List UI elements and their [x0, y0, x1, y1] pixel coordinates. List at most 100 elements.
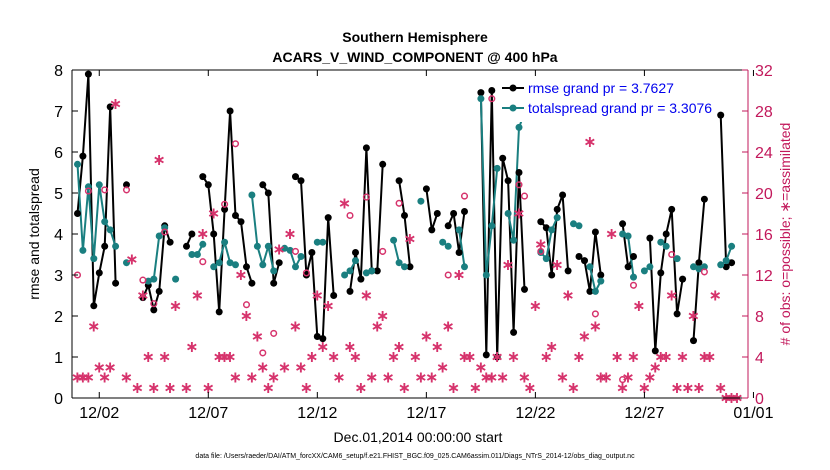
obs-assimilated-point: ∗ [523, 380, 536, 397]
rmse-point [183, 243, 190, 250]
obs-assimilated-point: ∗ [610, 349, 623, 366]
obs-assimilated-point: ∗ [278, 359, 291, 376]
obs-assimilated-point: ∗ [180, 380, 193, 397]
spread-point [445, 243, 452, 250]
chart-subtitle: ACARS_V_WIND_COMPONENT @ 400 hPa [272, 49, 557, 65]
obs-assimilated-point: ∗ [196, 226, 209, 243]
obs-assimilated-point: ∗ [223, 349, 236, 366]
spread-point [548, 226, 555, 233]
spread-point [352, 257, 359, 264]
obs-assimilated-point: ∗ [441, 318, 454, 335]
obs-assimilated-point: ∗ [321, 298, 334, 315]
y2-tick-label: 28 [755, 104, 773, 121]
obs-assimilated-point: ∗ [583, 134, 596, 151]
y-tick-label: 7 [54, 104, 63, 121]
spread-point [510, 237, 517, 244]
rmse-point [379, 161, 386, 168]
obs-assimilated-point: ∗ [687, 308, 700, 325]
obs-assimilated-point: ∗ [496, 370, 509, 387]
obs-assimilated-point: ∗ [403, 231, 416, 248]
spread-point [543, 255, 550, 262]
obs-assimilated-point: ∗ [392, 339, 405, 356]
obs-assimilated-point: ∗ [627, 349, 640, 366]
rmse-point [325, 214, 332, 221]
spread-point [630, 274, 637, 281]
rmse-point [216, 308, 223, 315]
obs-assimilated-point: ∗ [447, 380, 460, 397]
rmse-point [188, 231, 195, 238]
spread-point [625, 233, 632, 240]
spread-point [150, 276, 157, 283]
obs-assimilated-point: ∗ [158, 349, 171, 366]
spread-point [516, 124, 523, 131]
rmse-point [423, 185, 430, 192]
spread-point [728, 243, 735, 250]
y2-tick-label: 4 [755, 350, 764, 367]
spread-point [477, 95, 484, 102]
rmse-point [265, 190, 272, 197]
x-tick-label: 12/12 [297, 405, 337, 422]
obs-assimilated-point: ∗ [229, 370, 242, 387]
obs-assimilated-point: ∗ [567, 380, 580, 397]
rmse-point [401, 212, 408, 219]
rmse-point [477, 89, 484, 96]
legend-rmse-label: rmse grand pr = 3.7627 [528, 80, 674, 96]
spread-point [248, 192, 255, 199]
rmse-point [428, 226, 435, 233]
obs-assimilated-point: ∗ [659, 349, 672, 366]
obs-assimilated-point: ∗ [507, 349, 520, 366]
obs-assimilated-point: ∗ [131, 380, 144, 397]
y2-axis-label: # of obs: o=possible; ∗=assimilated [777, 123, 793, 346]
spread-point [96, 181, 103, 188]
spread-point [368, 267, 375, 274]
spread-point [216, 259, 223, 266]
y-tick-label: 4 [54, 227, 63, 244]
spread-point [319, 239, 326, 246]
y-tick-label: 8 [54, 63, 63, 80]
x-tick-label: 12/02 [79, 405, 119, 422]
rmse-point [238, 218, 245, 225]
rmse-point [690, 337, 697, 344]
spread-point [646, 263, 653, 270]
y2-tick-label: 12 [755, 268, 773, 285]
rmse-point [270, 280, 277, 287]
y-tick-label: 2 [54, 309, 63, 326]
y2-tick-label: 8 [755, 309, 764, 326]
obs-assimilated-point: ∗ [600, 370, 613, 387]
obs-assimilated-point: ∗ [561, 288, 574, 305]
spread-point [74, 161, 81, 168]
obs-assimilated-point: ∗ [605, 226, 618, 243]
spread-point [494, 165, 501, 172]
spread-point [107, 226, 114, 233]
rmse-point [74, 210, 81, 217]
obs-assimilated-point: ∗ [332, 370, 345, 387]
obs-assimilated-point: ∗ [234, 267, 247, 284]
x-tick-label: 12/17 [406, 405, 446, 422]
rmse-point [554, 206, 561, 213]
rmse-point [521, 286, 528, 293]
rmse-point [298, 177, 305, 184]
spread-point [172, 276, 179, 283]
spread-point [483, 272, 490, 279]
spread-point [270, 267, 277, 274]
obs-assimilated-point: ∗ [338, 195, 351, 212]
rmse-point [565, 267, 572, 274]
spread-point [292, 263, 299, 270]
y-tick-label: 3 [54, 268, 63, 285]
y2-tick-label: 16 [755, 227, 773, 244]
legend-rmse-marker [510, 85, 517, 92]
obs-assimilated-point: ∗ [398, 380, 411, 397]
obs-assimilated-point: ∗ [621, 370, 634, 387]
obs-assimilated-point: ∗ [703, 349, 716, 366]
rmse-point [434, 210, 441, 217]
rmse-point [79, 153, 86, 160]
spread-point [79, 247, 86, 254]
spread-point [597, 278, 604, 285]
spread-point [90, 255, 97, 262]
rmse-point [210, 231, 217, 238]
rmse-point [205, 181, 212, 188]
spread-point [488, 222, 495, 229]
y2-tick-label: 32 [755, 63, 773, 80]
obs-assimilated-point: ∗ [665, 288, 678, 305]
obs-assimilated-point: ∗ [283, 226, 296, 243]
